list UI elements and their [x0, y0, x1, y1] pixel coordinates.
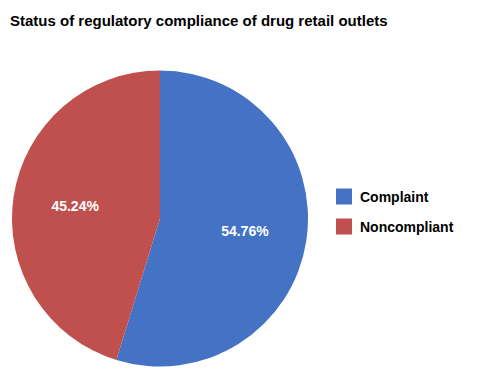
legend-swatch [336, 189, 352, 205]
legend-swatch [336, 219, 352, 235]
pie [12, 71, 308, 367]
legend-item: Complaint [336, 189, 429, 205]
title: Status of regulatory compliance of drug … [10, 12, 388, 29]
chart: Status of regulatory compliance of drug … [0, 0, 500, 392]
legend-label: Noncompliant [360, 219, 454, 235]
legend: Complaint Noncompliant [336, 189, 454, 235]
data-label: 54.76% [221, 223, 269, 239]
legend-item: Noncompliant [336, 219, 454, 235]
data-labels: 54.76% 45.24% [51, 198, 269, 240]
legend-label: Complaint [360, 189, 429, 205]
data-label: 45.24% [51, 198, 99, 214]
slice [12, 71, 160, 360]
